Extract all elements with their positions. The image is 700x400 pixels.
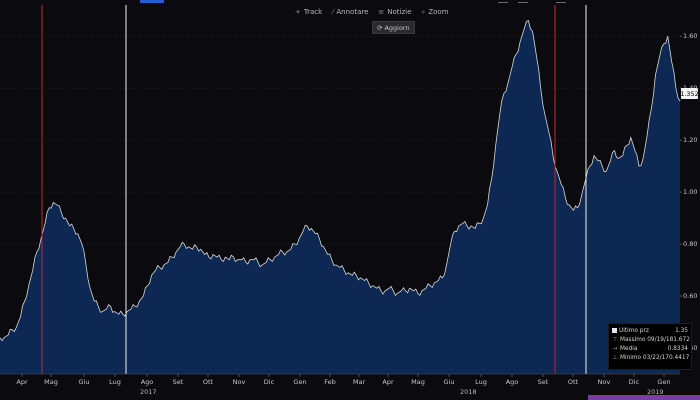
chart-toolbar: + Track ⁄ Annotare ≡ Notizie ⌕ Zoom (295, 6, 449, 18)
x-axis: Apr Mag Giu Lug Ago Set Ott Nov Dic Gen Feb Mar Apr M… (16, 374, 671, 386)
zoom-button[interactable]: ⌕ Zoom (421, 7, 449, 17)
x-tick-label: Mar (353, 378, 366, 386)
x-tick-label: Mag (44, 378, 58, 386)
legend-row-avg: → Media 0.8334 (612, 345, 688, 352)
news-button[interactable]: ≡ Notizie (378, 8, 412, 16)
x-tick-label: Ago (141, 378, 154, 386)
y-tick-label: 1.00 (683, 188, 697, 196)
year-label-2018: 2018 (460, 388, 477, 396)
window-controls[interactable] (498, 0, 568, 3)
average-marker-icon: → (612, 345, 618, 352)
x-tick-label: Giu (444, 378, 455, 386)
x-tick-label: Apr (16, 378, 28, 386)
chart-legend: Ultimo prz 1.35 ⊤ Massimo 09/19/18 1.672 → M… (608, 323, 692, 370)
year-label-2017: 2017 (140, 388, 157, 396)
annotate-button[interactable]: ⁄ Annotare (332, 8, 369, 16)
range-selector-bar[interactable] (588, 395, 700, 400)
x-tick-label: Gen (657, 378, 670, 386)
plus-icon: + (295, 8, 301, 16)
pencil-icon: ⁄ (332, 8, 334, 16)
x-tick-label: Ott (568, 378, 579, 386)
x-tick-label: Set (173, 378, 184, 386)
y-tick-label: 1.60 (683, 32, 697, 40)
y-tick-label: 0.80 (683, 240, 697, 248)
min-marker-icon: ⊥ (612, 354, 618, 361)
last-price-badge: 1.352 (680, 88, 699, 99)
track-button[interactable]: + Track (295, 8, 323, 16)
x-tick-label: Giu (79, 378, 90, 386)
x-tick-label: Gen (293, 378, 306, 386)
legend-row-min: ⊥ Minimo 03/22/17 0.4417 (612, 354, 690, 361)
series-swatch-icon (612, 328, 617, 333)
x-tick-label: Ott (203, 378, 214, 386)
x-tick-label: Lug (475, 378, 487, 386)
x-tick-label: Apr (382, 378, 394, 386)
max-marker-icon: ⊤ (612, 336, 618, 343)
year-label-2019: 2019 (647, 388, 664, 396)
y-tick-label: 1.20 (683, 136, 697, 144)
y-axis: 1.601.401.201.000.800.600.40 (680, 32, 697, 352)
x-tick-label: Feb (324, 378, 336, 386)
magnifier-icon: ⌕ (421, 7, 426, 16)
price-line (0, 20, 681, 342)
legend-row-max: ⊤ Massimo 09/19/18 1.672 (612, 336, 690, 343)
x-tick-label: Dic (264, 378, 275, 386)
x-tick-label: Nov (233, 378, 246, 386)
news-icon: ≡ (378, 8, 385, 16)
active-tab-indicator[interactable] (140, 0, 164, 3)
x-tick-label: Ago (506, 378, 519, 386)
x-tick-label: Mag (411, 378, 425, 386)
legend-row-last: Ultimo prz 1.35 (612, 326, 688, 335)
x-tick-label: Dic (629, 378, 640, 386)
refresh-icon: ⟳ (377, 23, 383, 32)
x-tick-label: Nov (598, 378, 611, 386)
refresh-button[interactable]: ⟳ Aggiorn (372, 21, 415, 34)
year-labels: 2017 2018 2019 (140, 388, 664, 396)
price-area (0, 20, 680, 374)
y-tick-label: 0.60 (683, 292, 697, 300)
x-tick-label: Set (538, 378, 549, 386)
x-tick-label: Lug (109, 378, 121, 386)
